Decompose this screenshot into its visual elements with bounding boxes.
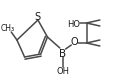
Text: CH₃: CH₃ xyxy=(0,23,15,33)
Text: HO: HO xyxy=(67,20,80,28)
Text: OH: OH xyxy=(56,67,69,77)
Text: S: S xyxy=(34,12,40,22)
Text: B: B xyxy=(59,49,66,59)
Text: O: O xyxy=(70,37,78,47)
